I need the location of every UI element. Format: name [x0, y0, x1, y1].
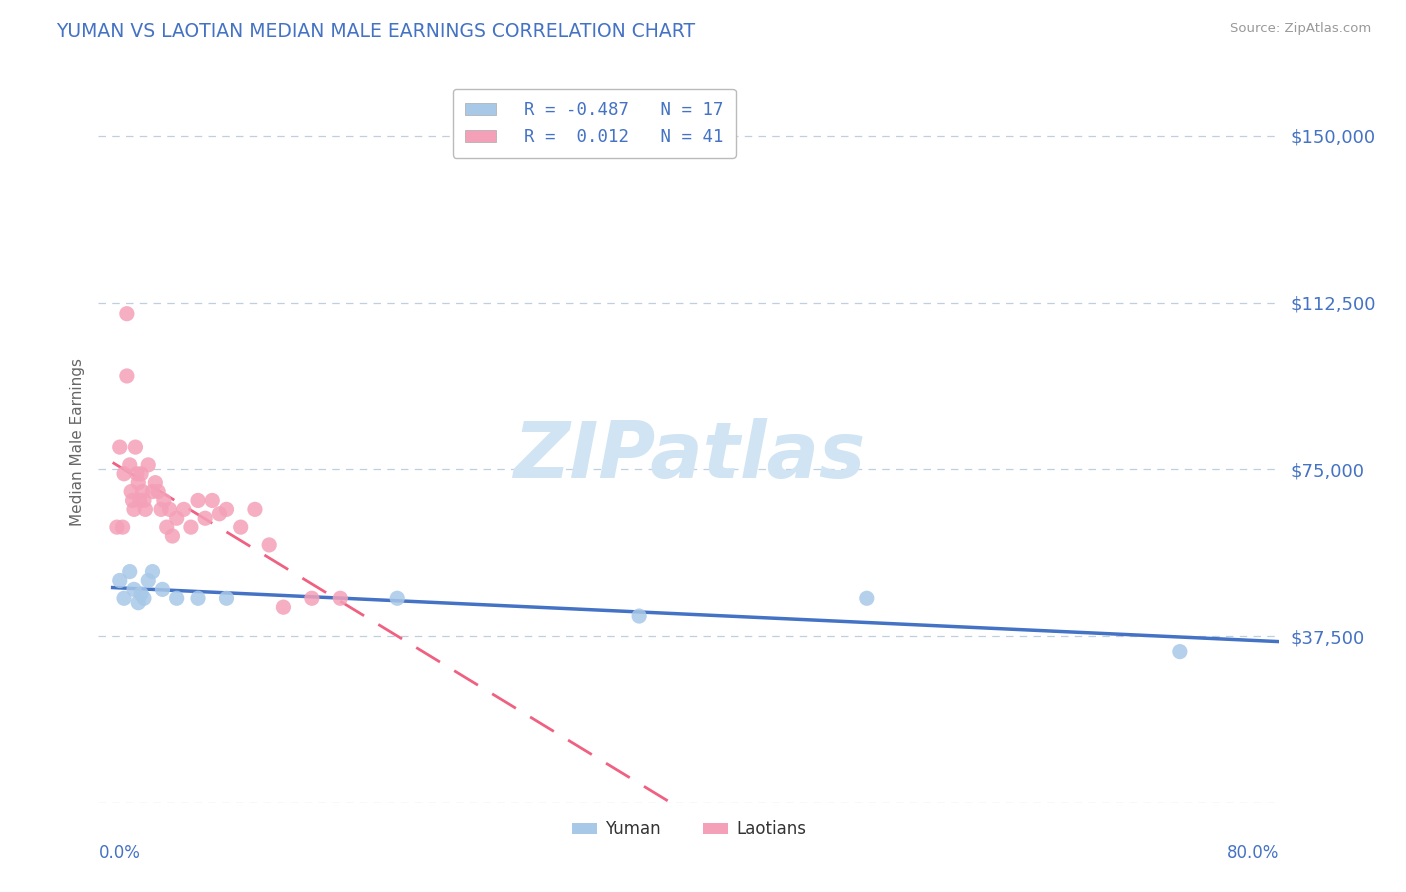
- Y-axis label: Median Male Earnings: Median Male Earnings: [69, 358, 84, 525]
- Point: [124, 440, 146, 454]
- Point: [132, 493, 155, 508]
- Point: [628, 609, 651, 624]
- Point: [134, 502, 156, 516]
- Point: [136, 458, 159, 472]
- Point: [131, 484, 153, 499]
- Point: [127, 475, 149, 490]
- Point: [1168, 645, 1191, 659]
- Point: [122, 582, 145, 597]
- Text: 80.0%: 80.0%: [1227, 845, 1279, 863]
- Point: [121, 493, 143, 508]
- Point: [141, 565, 163, 579]
- Point: [141, 484, 163, 499]
- Point: [150, 502, 173, 516]
- Point: [115, 307, 138, 321]
- Point: [173, 502, 195, 516]
- Point: [156, 520, 179, 534]
- Point: [143, 475, 166, 490]
- Point: [125, 467, 148, 481]
- Point: [194, 511, 217, 525]
- Point: [153, 493, 176, 508]
- Point: [166, 511, 188, 525]
- Point: [159, 502, 181, 516]
- Text: Source: ZipAtlas.com: Source: ZipAtlas.com: [1230, 22, 1371, 36]
- Point: [208, 507, 231, 521]
- Point: [152, 582, 174, 597]
- Point: [856, 591, 879, 606]
- Point: [180, 520, 202, 534]
- Point: [273, 600, 295, 615]
- Point: [387, 591, 409, 606]
- Point: [187, 591, 209, 606]
- Point: [108, 440, 131, 454]
- Point: [127, 596, 149, 610]
- Point: [120, 484, 142, 499]
- Point: [148, 484, 170, 499]
- Point: [187, 493, 209, 508]
- Point: [215, 502, 238, 516]
- Point: [301, 591, 323, 606]
- Point: [112, 467, 135, 481]
- Text: YUMAN VS LAOTIAN MEDIAN MALE EARNINGS CORRELATION CHART: YUMAN VS LAOTIAN MEDIAN MALE EARNINGS CO…: [56, 22, 696, 41]
- Point: [118, 565, 141, 579]
- Point: [162, 529, 184, 543]
- Point: [108, 574, 131, 588]
- Point: [229, 520, 252, 534]
- Point: [132, 591, 155, 606]
- Text: ZIPatlas: ZIPatlas: [513, 418, 865, 494]
- Point: [105, 520, 128, 534]
- Point: [122, 502, 145, 516]
- Point: [128, 493, 150, 508]
- Point: [136, 574, 159, 588]
- Point: [257, 538, 280, 552]
- Point: [111, 520, 134, 534]
- Point: [129, 467, 152, 481]
- Point: [118, 458, 141, 472]
- Text: 0.0%: 0.0%: [98, 845, 141, 863]
- Point: [243, 502, 266, 516]
- Point: [215, 591, 238, 606]
- Point: [329, 591, 352, 606]
- Legend: Yuman, Laotians: Yuman, Laotians: [565, 814, 813, 845]
- Point: [166, 591, 188, 606]
- Point: [115, 368, 138, 383]
- Point: [201, 493, 224, 508]
- Point: [129, 587, 152, 601]
- Point: [112, 591, 135, 606]
